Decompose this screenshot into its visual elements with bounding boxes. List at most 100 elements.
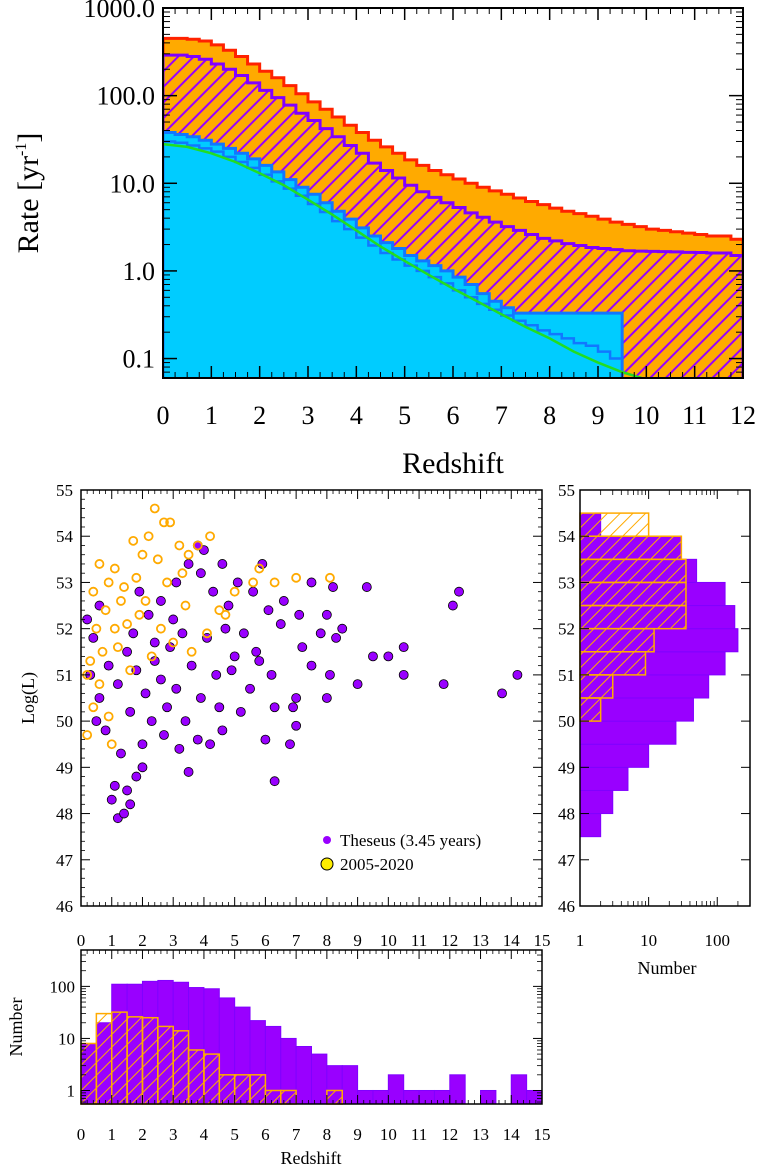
z-hist-x-tick-label: 12 — [441, 1125, 458, 1144]
scatter-point-theseus — [183, 559, 194, 569]
scatter-point-2005-2020 — [85, 656, 96, 666]
scatter-point-theseus — [122, 646, 132, 657]
legend-marker-theseus — [323, 836, 331, 844]
z-hist-x-tick-label: 10 — [380, 1125, 397, 1144]
scatter-point-2005-2020 — [82, 730, 93, 740]
z-hist-x-tick-label: 8 — [323, 1125, 332, 1144]
scatter-point-2005-2020 — [97, 646, 108, 657]
scatter-x-tick-label: 15 — [534, 931, 551, 950]
logL-bar-theseus — [579, 720, 677, 745]
logL-bar-2005-2020 — [579, 604, 687, 630]
rate-x-tick-label: 4 — [350, 401, 363, 430]
z-bar-2005-2020 — [172, 1030, 190, 1105]
scatter-point-theseus — [297, 642, 308, 653]
scatter-point-theseus — [100, 725, 111, 736]
z-bar-2005-2020 — [203, 1053, 221, 1105]
z-bar-2005-2020 — [249, 1074, 267, 1105]
scatter-point-theseus — [192, 734, 203, 745]
logL-bar-2005-2020 — [579, 558, 687, 584]
z-hist-y-tick-label: 1 — [67, 1081, 76, 1100]
scatter-point-theseus — [168, 614, 179, 625]
redshift-histogram-frame — [80, 949, 543, 1105]
logL-bar-2005-2020 — [579, 697, 602, 722]
logL-bar-2005-2020 — [579, 512, 650, 537]
scatter-point-theseus — [278, 596, 289, 606]
scatter-x-tick-label: 7 — [292, 931, 301, 950]
scatter-point-theseus — [211, 669, 222, 680]
scatter-y-tick-label: 50 — [56, 712, 73, 731]
scatter-point-theseus — [171, 577, 182, 588]
scatter-point-2005-2020 — [202, 628, 212, 639]
scatter-y-tick-label: 54 — [56, 527, 74, 546]
scatter-point-theseus — [352, 679, 363, 690]
scatter-point-theseus — [128, 628, 139, 639]
scatter-point-theseus — [140, 688, 151, 699]
z-hist-y-tick-label: 10 — [58, 1029, 75, 1048]
scatter-point-theseus — [149, 637, 160, 648]
rate-chart-y-title-sup: -1 — [13, 143, 30, 156]
scatter-point-theseus — [454, 586, 464, 597]
scatter-point-theseus — [269, 776, 280, 787]
legend-label-2005-2020: 2005-2020 — [340, 855, 414, 874]
scatter-point-theseus — [512, 669, 523, 680]
scatter-point-theseus — [235, 706, 246, 717]
logL-hist-x-tick-label: 10 — [640, 931, 657, 950]
z-hist-x-tick-label: 9 — [353, 1125, 362, 1144]
scatter-point-2005-2020 — [269, 577, 280, 588]
logL-hist-y-tick-label: 55 — [558, 481, 575, 500]
scatter-chart: 0 1 2 3 4 5 6 7 8 9 10 11 12 13 14 15464748495051525354… — [18, 481, 551, 950]
logL-histogram-x-title: Number — [638, 958, 697, 978]
scatter-point-theseus — [112, 679, 123, 690]
z-bar-theseus — [433, 1089, 451, 1105]
rate-x-tick-label: 8 — [543, 401, 556, 430]
scatter-point-theseus — [205, 739, 215, 750]
scatter-point-theseus — [328, 582, 338, 592]
scatter-point-2005-2020 — [128, 535, 139, 546]
scatter-point-2005-2020 — [103, 711, 114, 722]
rate-x-tick-label: 12 — [730, 401, 756, 430]
scatter-point-theseus — [180, 716, 191, 727]
rate-series-4-curve — [163, 142, 642, 378]
scatter-point-theseus — [229, 651, 240, 662]
scatter-point-2005-2020 — [159, 517, 169, 528]
scatter-point-2005-2020 — [177, 568, 188, 579]
scatter-point-2005-2020 — [156, 623, 166, 634]
scatter-point-theseus — [125, 799, 136, 810]
scatter-point-theseus — [263, 605, 274, 616]
scatter-point-theseus — [134, 586, 145, 597]
scatter-point-2005-2020 — [174, 540, 185, 551]
scatter-y-tick-label: 53 — [56, 573, 73, 592]
z-bar-2005-2020 — [326, 1089, 343, 1105]
scatter-point-theseus — [331, 633, 341, 643]
z-bar-theseus — [311, 1053, 328, 1105]
scatter-point-2005-2020 — [186, 646, 197, 657]
z-bar-2005-2020 — [80, 1042, 98, 1105]
scatter-point-2005-2020 — [125, 665, 136, 676]
logL-hist-y-tick-label: 52 — [558, 620, 575, 639]
scatter-x-tick-label: 9 — [353, 931, 362, 950]
scatter-chart-frame — [80, 489, 543, 907]
rate-series-3-line — [163, 140, 623, 360]
scatter-point-2005-2020 — [254, 563, 265, 574]
scatter-point-2005-2020 — [106, 739, 117, 750]
scatter-point-2005-2020 — [165, 517, 176, 528]
scatter-point-theseus — [122, 785, 132, 796]
logL-bar-2005-2020 — [579, 651, 647, 676]
scatter-point-2005-2020 — [183, 549, 194, 560]
rate-x-tick-label: 5 — [398, 401, 411, 430]
logL-histogram: 46 47 48 49 50 51 52 53 54 55 1 10 100 Number — [558, 481, 751, 978]
z-hist-x-tick-label: 0 — [77, 1125, 86, 1144]
z-hist-x-tick-label: 14 — [503, 1125, 521, 1144]
scatter-point-theseus — [162, 702, 172, 713]
z-hist-x-tick-label: 7 — [292, 1125, 301, 1144]
scatter-x-tick-label: 13 — [472, 931, 489, 950]
scatter-legend: Theseus (3.45 years) 2005-2020 — [320, 831, 481, 874]
rate-x-tick-label: 11 — [682, 401, 707, 430]
scatter-point-theseus — [106, 794, 117, 805]
scatter-point-theseus — [131, 771, 142, 782]
scatter-point-2005-2020 — [205, 531, 215, 542]
scatter-point-theseus — [137, 762, 148, 773]
z-hist-x-tick-label: 1 — [107, 1125, 116, 1144]
scatter-point-2005-2020 — [143, 531, 154, 542]
z-hist-x-tick-label: 15 — [534, 1125, 551, 1144]
